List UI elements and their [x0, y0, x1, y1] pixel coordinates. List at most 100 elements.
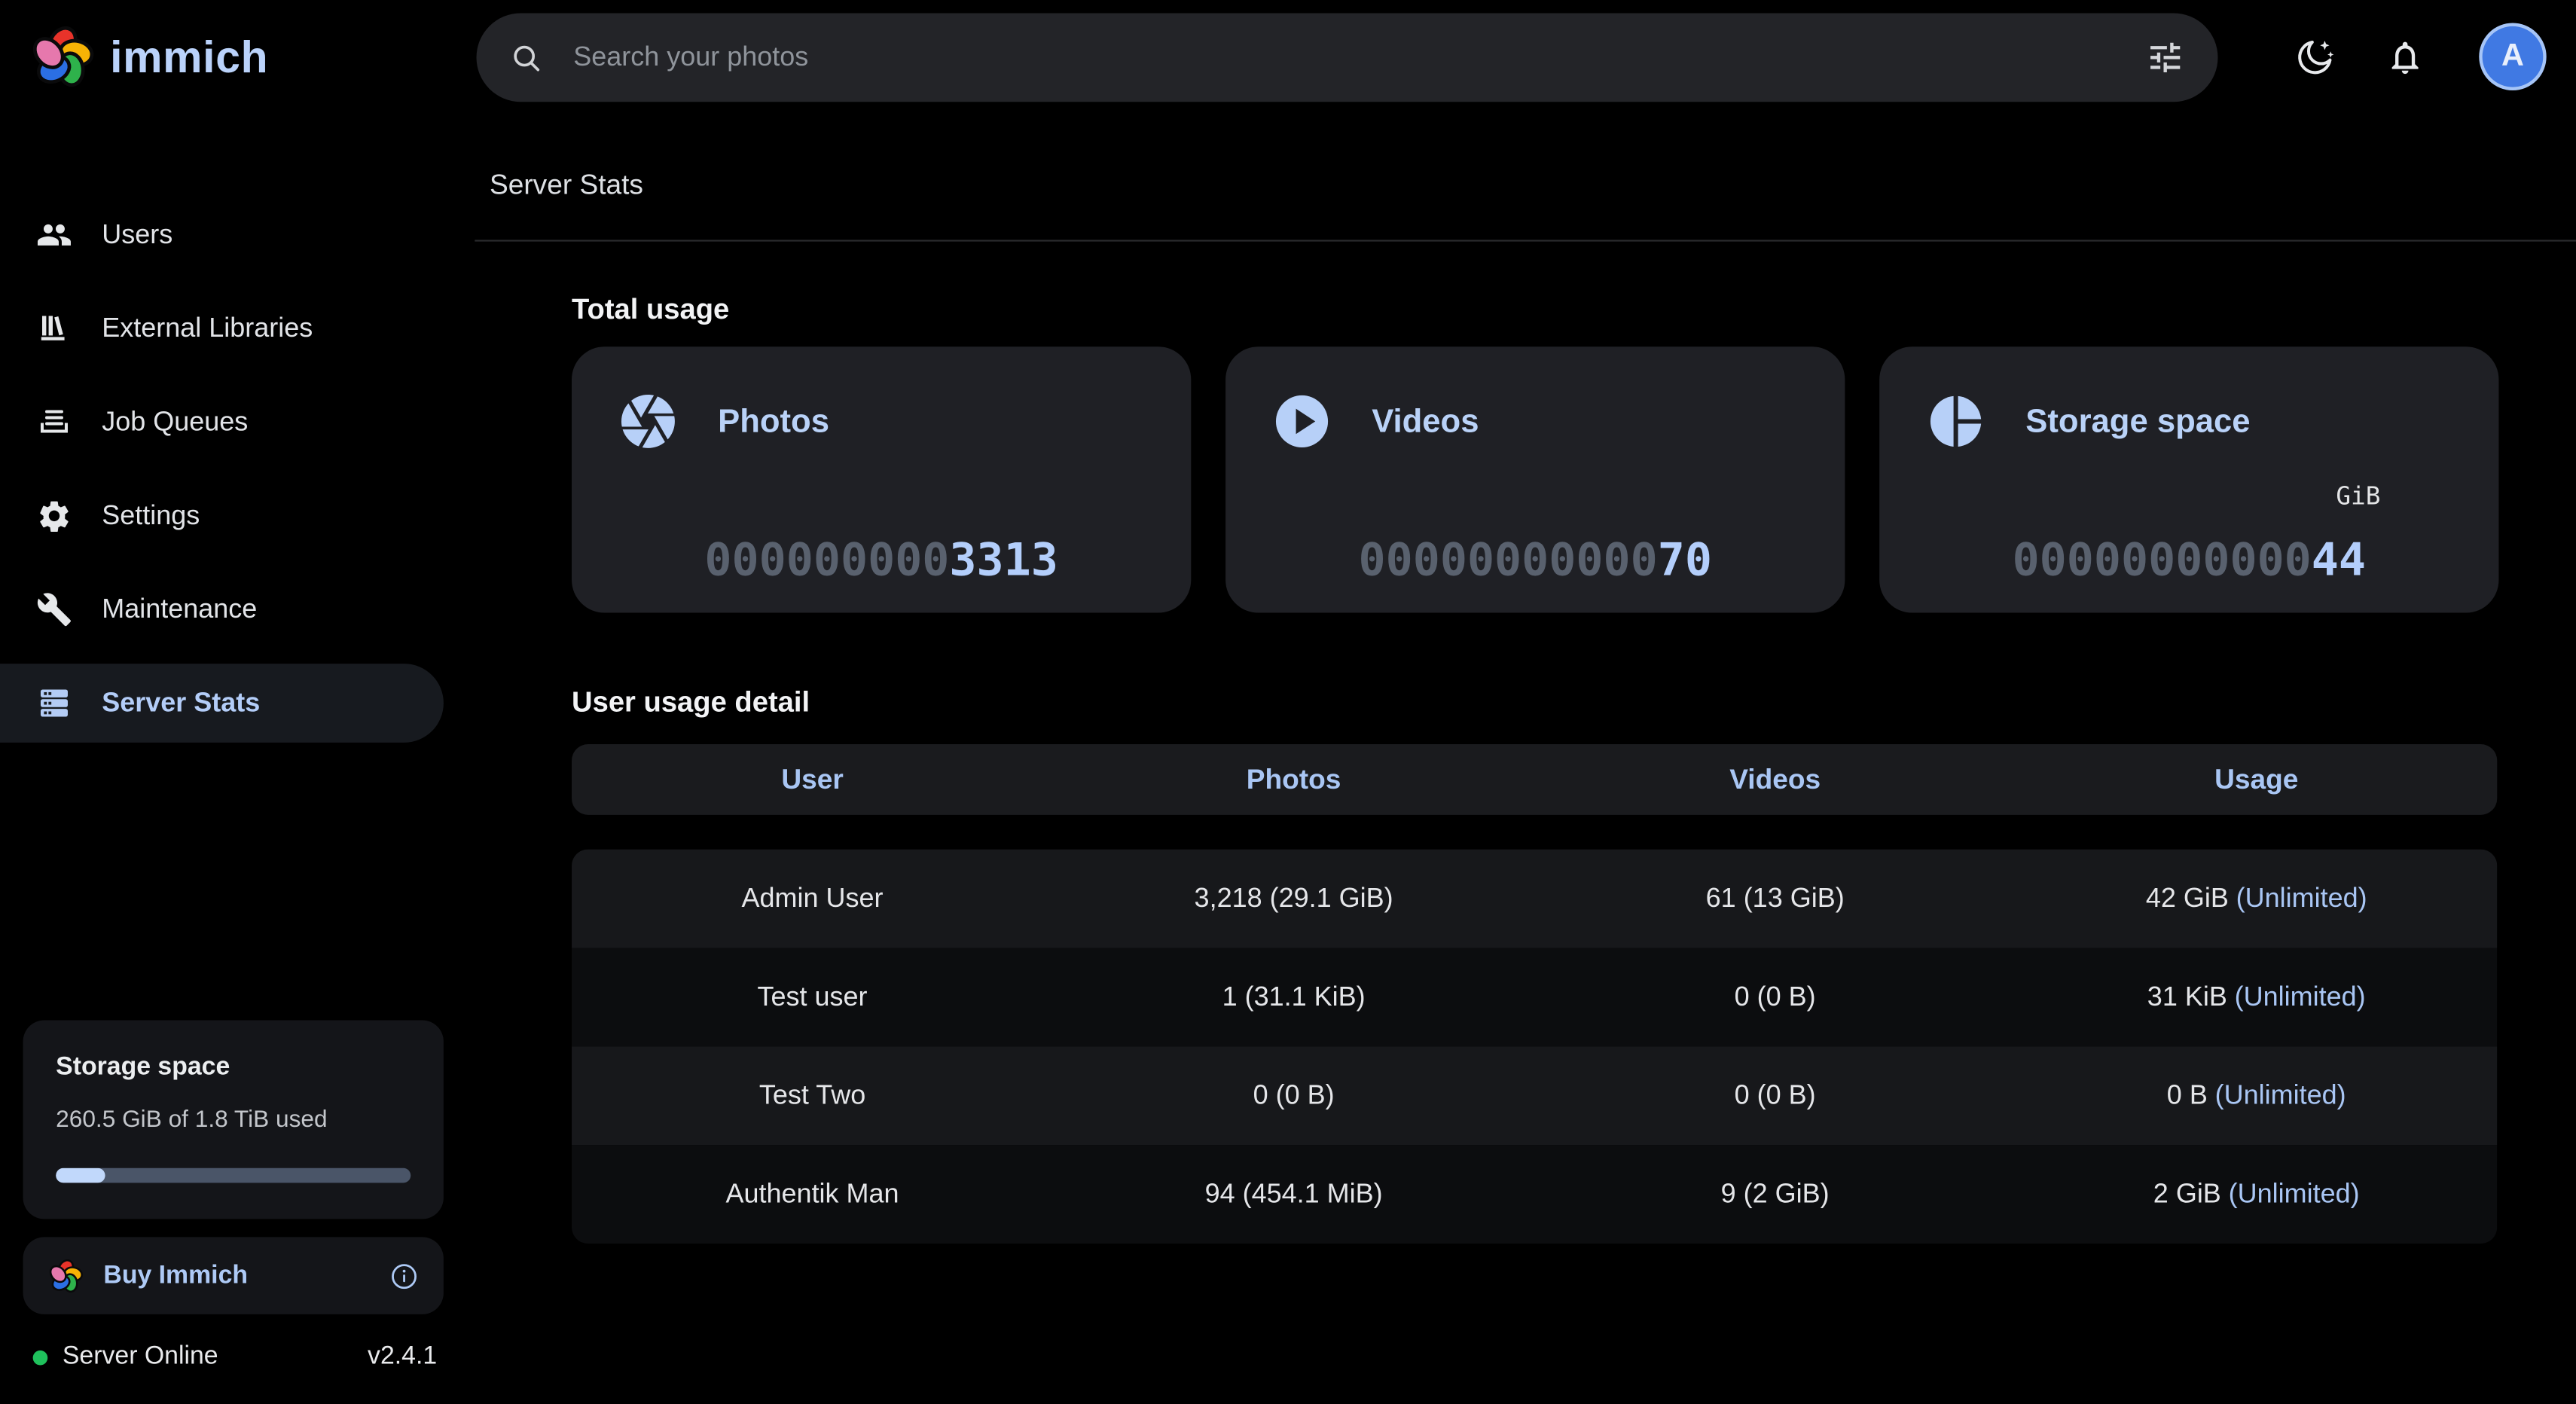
cell-usage: 42 GiB (Unlimited): [2016, 850, 2497, 948]
storage-panel-title: Storage space: [56, 1053, 230, 1082]
photos-count: 0000000003313: [572, 534, 1191, 587]
total-usage-cards: Photos 0000000003313 Videos 000000000007…: [572, 346, 2499, 613]
usage-limit: (Unlimited): [2214, 1081, 2346, 1111]
server-status: Server Online v2.4.1: [32, 1341, 438, 1374]
leading-zeros: 000000000: [704, 533, 950, 587]
admin-sidebar: Users External Libraries: [0, 114, 475, 1404]
storage-usage-text: 260.5 GiB of 1.8 TiB used: [56, 1107, 328, 1134]
sidebar-item-users[interactable]: Users: [0, 196, 475, 275]
usage-value: 0 B: [2166, 1081, 2208, 1111]
cell-usage: 2 GiB (Unlimited): [2016, 1145, 2497, 1244]
usage-value: 2 GiB: [2153, 1180, 2221, 1210]
search-icon: [514, 44, 540, 71]
cell-usage: 0 B (Unlimited): [2016, 1046, 2497, 1145]
header-divider: [475, 240, 2576, 242]
total-usage-heading: Total usage: [572, 292, 730, 325]
sidebar-item-label: Maintenance: [102, 594, 258, 624]
gear-icon: [36, 498, 72, 534]
storage-stat-card: Storage space GiB 0000000000044: [1879, 346, 2499, 613]
card-label: Videos: [1372, 404, 1479, 441]
usage-value: 42 GiB: [2145, 884, 2229, 914]
status-online-dot: [32, 1349, 48, 1365]
usage-limit: (Unlimited): [2234, 982, 2366, 1012]
bell-icon: [2391, 41, 2419, 75]
table-row: Test user 1 (31.1 KiB) 0 (0 B) 31 KiB (Un…: [572, 948, 2498, 1047]
camera-aperture-icon: [616, 389, 680, 453]
avatar-initial: A: [2501, 38, 2524, 74]
sidebar-item-server-stats[interactable]: Server Stats: [0, 664, 444, 743]
theme-toggle-button[interactable]: [2294, 0, 2336, 115]
sidebar-item-label: Server Stats: [102, 687, 261, 718]
column-header-videos: Videos: [1729, 764, 1821, 795]
leading-zeros: 00000000000: [1358, 533, 1658, 587]
videos-count: 0000000000070: [1225, 534, 1845, 587]
queue-icon: [36, 404, 72, 441]
usage-table-header: User Photos Videos Usage: [572, 744, 2498, 815]
buy-immich-label: Buy Immich: [103, 1260, 249, 1290]
play-circle-icon: [1270, 389, 1334, 453]
page-title: Server Stats: [489, 169, 644, 201]
server-icon: [36, 685, 72, 722]
cell-videos: 9 (2 GiB): [1720, 1180, 1830, 1210]
sidebar-item-label: Settings: [102, 500, 200, 530]
immich-flower-icon: [47, 1257, 84, 1293]
search-input[interactable]: [569, 40, 2146, 75]
search-filters-icon[interactable]: [2146, 38, 2185, 77]
storage-space-panel: Storage space 260.5 GiB of 1.8 TiB used: [23, 1020, 444, 1219]
cell-videos: 61 (13 GiB): [1705, 884, 1845, 914]
buy-immich-button[interactable]: Buy Immich: [23, 1237, 444, 1314]
cell-usage: 31 KiB (Unlimited): [2016, 948, 2497, 1046]
top-bar: immich A: [0, 0, 2576, 115]
table-row: Test Two 0 (0 B) 0 (0 B) 0 B (Unlimited): [572, 1046, 2498, 1146]
card-label: Photos: [718, 404, 829, 441]
sidebar-item-label: External Libraries: [102, 313, 313, 343]
table-row: Admin User 3,218 (29.1 GiB) 61 (13 GiB) …: [572, 849, 2498, 948]
storage-unit-label: GiB: [2336, 481, 2381, 511]
library-icon: [36, 310, 72, 346]
storage-progress-bar: [56, 1167, 411, 1183]
count-value: 3313: [949, 533, 1058, 587]
pie-chart-icon: [1924, 389, 1988, 453]
notifications-button[interactable]: [2385, 0, 2425, 115]
cell-photos: 3,218 (29.1 GiB): [1194, 884, 1393, 914]
search-bar[interactable]: [476, 13, 2218, 102]
storage-progress-fill: [56, 1167, 106, 1183]
usage-limit: (Unlimited): [2236, 884, 2367, 914]
user-usage-heading: User usage detail: [572, 685, 810, 719]
users-icon: [36, 217, 72, 253]
immich-logo[interactable]: immich: [29, 0, 268, 115]
sidebar-nav: Users External Libraries: [0, 196, 475, 758]
usage-limit: (Unlimited): [2228, 1180, 2360, 1210]
sidebar-item-external-libraries[interactable]: External Libraries: [0, 289, 475, 368]
immich-flower-icon: [29, 25, 95, 90]
count-value: 44: [2311, 533, 2367, 587]
cell-user: Authentik Man: [725, 1180, 899, 1210]
cell-user: Admin User: [741, 884, 884, 914]
info-icon[interactable]: [389, 1261, 419, 1290]
sidebar-item-settings[interactable]: Settings: [0, 477, 475, 556]
storage-count: 0000000000044: [1879, 534, 2498, 587]
moon-stars-icon: [2298, 41, 2334, 75]
sidebar-item-label: Users: [102, 219, 173, 249]
logo-text: immich: [110, 32, 269, 81]
wrench-icon: [36, 591, 72, 627]
cell-photos: 94 (454.1 MiB): [1204, 1180, 1383, 1210]
sidebar-item-job-queues[interactable]: Job Queues: [0, 383, 475, 462]
card-label: Storage space: [2025, 404, 2251, 441]
sidebar-item-label: Job Queues: [102, 406, 249, 437]
table-row: Authentik Man 94 (454.1 MiB) 9 (2 GiB) 2…: [572, 1145, 2498, 1244]
column-header-user: User: [781, 764, 844, 795]
server-status-label: Server Online: [62, 1341, 218, 1371]
user-avatar[interactable]: A: [2479, 23, 2547, 90]
photos-stat-card: Photos 0000000003313: [572, 346, 1192, 613]
leading-zeros: 00000000000: [2012, 533, 2312, 587]
app-version: v2.4.1: [368, 1341, 438, 1371]
cell-user: Test Two: [758, 1081, 866, 1111]
column-header-photos: Photos: [1246, 764, 1341, 795]
sidebar-item-maintenance[interactable]: Maintenance: [0, 570, 475, 649]
count-value: 70: [1657, 533, 1712, 587]
main-content: Server Stats Total usage Photos 00000000…: [475, 114, 2576, 1404]
usage-table-body: Admin User 3,218 (29.1 GiB) 61 (13 GiB) …: [572, 849, 2498, 1244]
usage-value: 31 KiB: [2147, 982, 2227, 1012]
